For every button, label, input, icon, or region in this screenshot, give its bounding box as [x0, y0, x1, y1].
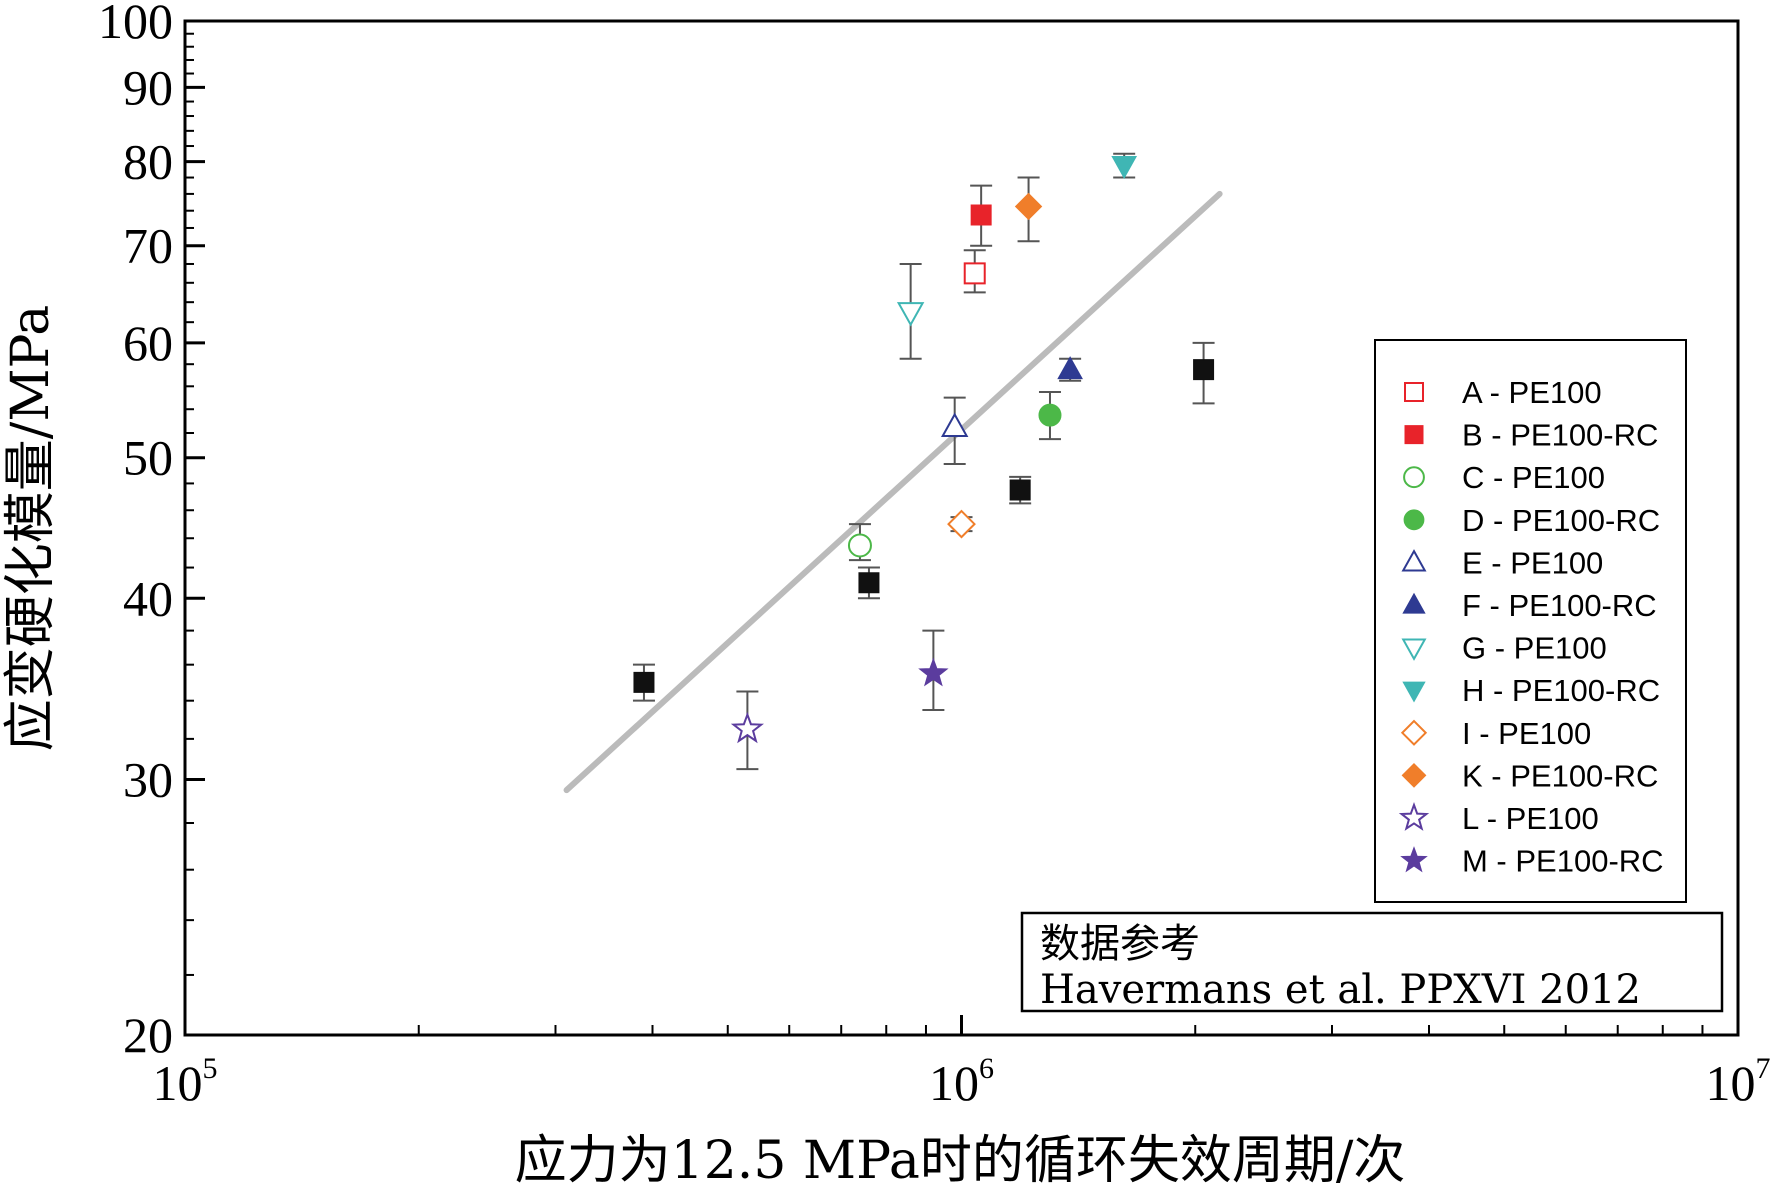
y-tick-label: 30: [123, 752, 173, 808]
annotation-frame: [1020, 911, 1724, 1013]
x-tick-label: 107: [1706, 1052, 1771, 1111]
x-tick-label: 106: [929, 1052, 994, 1111]
y-tick-label: 50: [123, 430, 173, 486]
data-point: [1009, 479, 1031, 501]
data-point: [963, 262, 986, 285]
legend-label: G - PE100: [1462, 631, 1607, 666]
legend-label: A - PE100: [1462, 375, 1602, 410]
data-markers: [632, 152, 1215, 771]
data-point: [1038, 403, 1062, 427]
legend-marker: [1404, 382, 1424, 402]
data-point: [633, 671, 655, 693]
legend-marker: [1403, 466, 1425, 489]
legend-label: K - PE100-RC: [1462, 758, 1658, 793]
y-tick-label: 80: [123, 134, 173, 190]
legend-marker: [1401, 638, 1427, 661]
legend-marker: [1400, 719, 1428, 746]
legend-label: M - PE100-RC: [1462, 844, 1664, 879]
legend-label: B - PE100-RC: [1462, 418, 1658, 453]
y-axis: 20 30 40 50 60 70 80 90 100: [98, 0, 205, 1063]
data-point: [858, 572, 880, 594]
data-point: [1111, 156, 1138, 180]
trend-line: [563, 190, 1223, 794]
legend-label: F - PE100-RC: [1462, 588, 1657, 623]
x-tick-label: 105: [153, 1052, 218, 1111]
legend-marker: [1404, 425, 1424, 445]
legend-marker: [1402, 681, 1426, 703]
data-point: [940, 412, 969, 437]
data-point: [970, 204, 992, 226]
annotation-line2: Havermans et al. PPXVI 2012: [1040, 967, 1641, 1013]
y-tick-label: 70: [123, 218, 173, 274]
legend-marker: [1398, 802, 1430, 831]
data-point: [847, 533, 872, 558]
annotation-box: 数据参考 Havermans et al. PPXVI 2012: [1020, 911, 1724, 1013]
legend-marker: [1401, 549, 1427, 572]
legend-marker: [1401, 762, 1427, 788]
legend-marker: [1403, 509, 1425, 531]
legend-label: H - PE100-RC: [1462, 673, 1660, 708]
data-point: [1014, 192, 1043, 221]
y-axis-label: 应变硬化模量/MPa: [1, 305, 61, 751]
y-tick-label: 90: [123, 59, 173, 115]
legend-label: C - PE100: [1462, 460, 1605, 495]
x-axis-label: 应力为12.5 MPa时的循环失效周期/次: [515, 1131, 1406, 1188]
legend-box: [1374, 339, 1687, 903]
data-point: [1193, 359, 1215, 381]
legend-marker: [1402, 592, 1426, 614]
data-point: [896, 302, 925, 327]
legend-label: L - PE100: [1462, 801, 1599, 836]
legend: A - PE100 B - PE100-RC C - PE100 D - PE100-…: [1374, 339, 1687, 903]
legend-label: D - PE100-RC: [1462, 503, 1660, 538]
data-point: [730, 711, 764, 744]
y-tick-label: 100: [98, 0, 173, 49]
y-tick-label: 20: [123, 1007, 173, 1063]
data-point: [1057, 356, 1083, 380]
legend-marker: [1400, 846, 1428, 873]
legend-label: E - PE100: [1462, 545, 1603, 580]
data-point: [918, 657, 949, 687]
x-axis: 105 106 107: [153, 1015, 1771, 1111]
y-tick-label: 60: [123, 315, 173, 371]
legend-items: A - PE100 B - PE100-RC C - PE100 D - PE100-…: [1398, 375, 1664, 879]
annotation-line1: 数据参考: [1040, 921, 1200, 967]
legend-label: I - PE100: [1462, 716, 1591, 751]
y-tick-label: 40: [123, 570, 173, 626]
data-point: [947, 509, 976, 539]
